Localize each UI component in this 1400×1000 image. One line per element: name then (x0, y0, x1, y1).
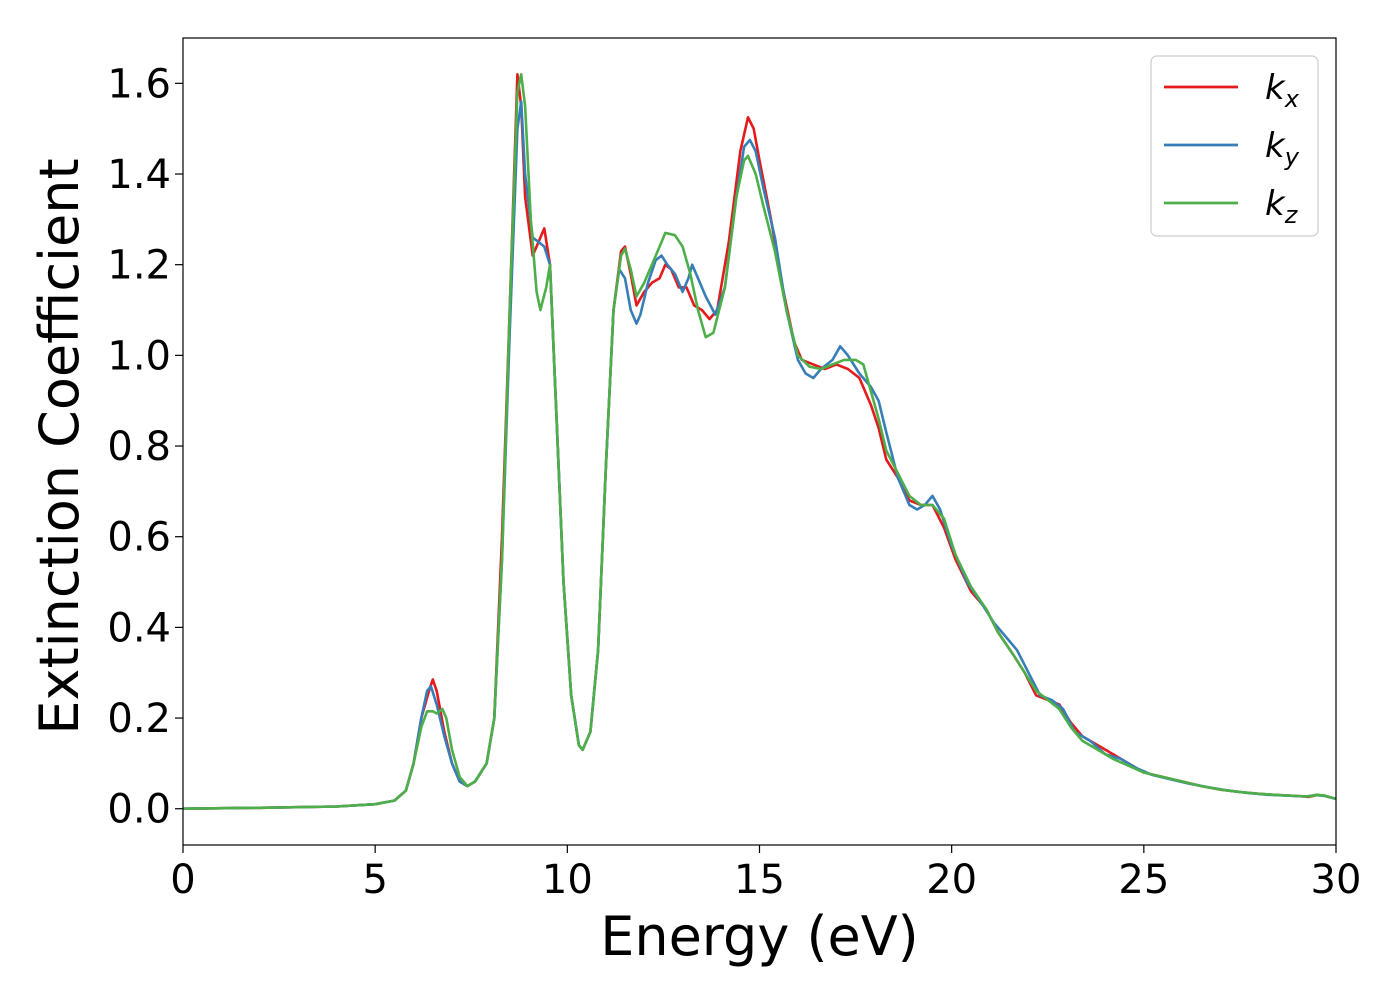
y-tick-label: 1.0 (107, 333, 171, 379)
legend-label: kz (1265, 184, 1299, 229)
x-axis-title: Energy (eV) (600, 905, 919, 968)
series-line-k-z (183, 73, 1336, 810)
x-axis-ticks: 0 5 10 15 20 25 30 (170, 845, 1361, 903)
y-tick-label: 0.6 (107, 515, 171, 561)
x-tick-label: 20 (926, 857, 977, 903)
x-tick-label: 25 (1118, 857, 1169, 903)
y-tick-label: 1.2 (107, 243, 171, 289)
x-tick-label: 30 (1311, 857, 1362, 903)
y-tick-label: 1.4 (107, 152, 171, 198)
legend-label: kx (1265, 68, 1300, 113)
x-tick-label: 0 (170, 857, 195, 903)
y-axis-title: Extinction Coefficient (28, 158, 91, 734)
legend-label: ky (1265, 126, 1300, 171)
y-tick-label: 1.6 (107, 61, 171, 107)
y-tick-label: 0.8 (107, 424, 171, 470)
y-axis-ticks: 0.0 0.2 0.4 0.6 0.8 1.0 1.2 1.4 1.6 (107, 61, 183, 833)
x-tick-label: 10 (542, 857, 593, 903)
y-tick-label: 0.4 (107, 605, 171, 651)
series-layer (183, 73, 1336, 810)
x-tick-label: 15 (734, 857, 785, 903)
x-tick-label: 5 (362, 857, 387, 903)
y-tick-label: 0.2 (107, 696, 171, 742)
y-tick-label: 0.0 (107, 787, 171, 833)
legend: kx ky kz (1150, 55, 1319, 237)
